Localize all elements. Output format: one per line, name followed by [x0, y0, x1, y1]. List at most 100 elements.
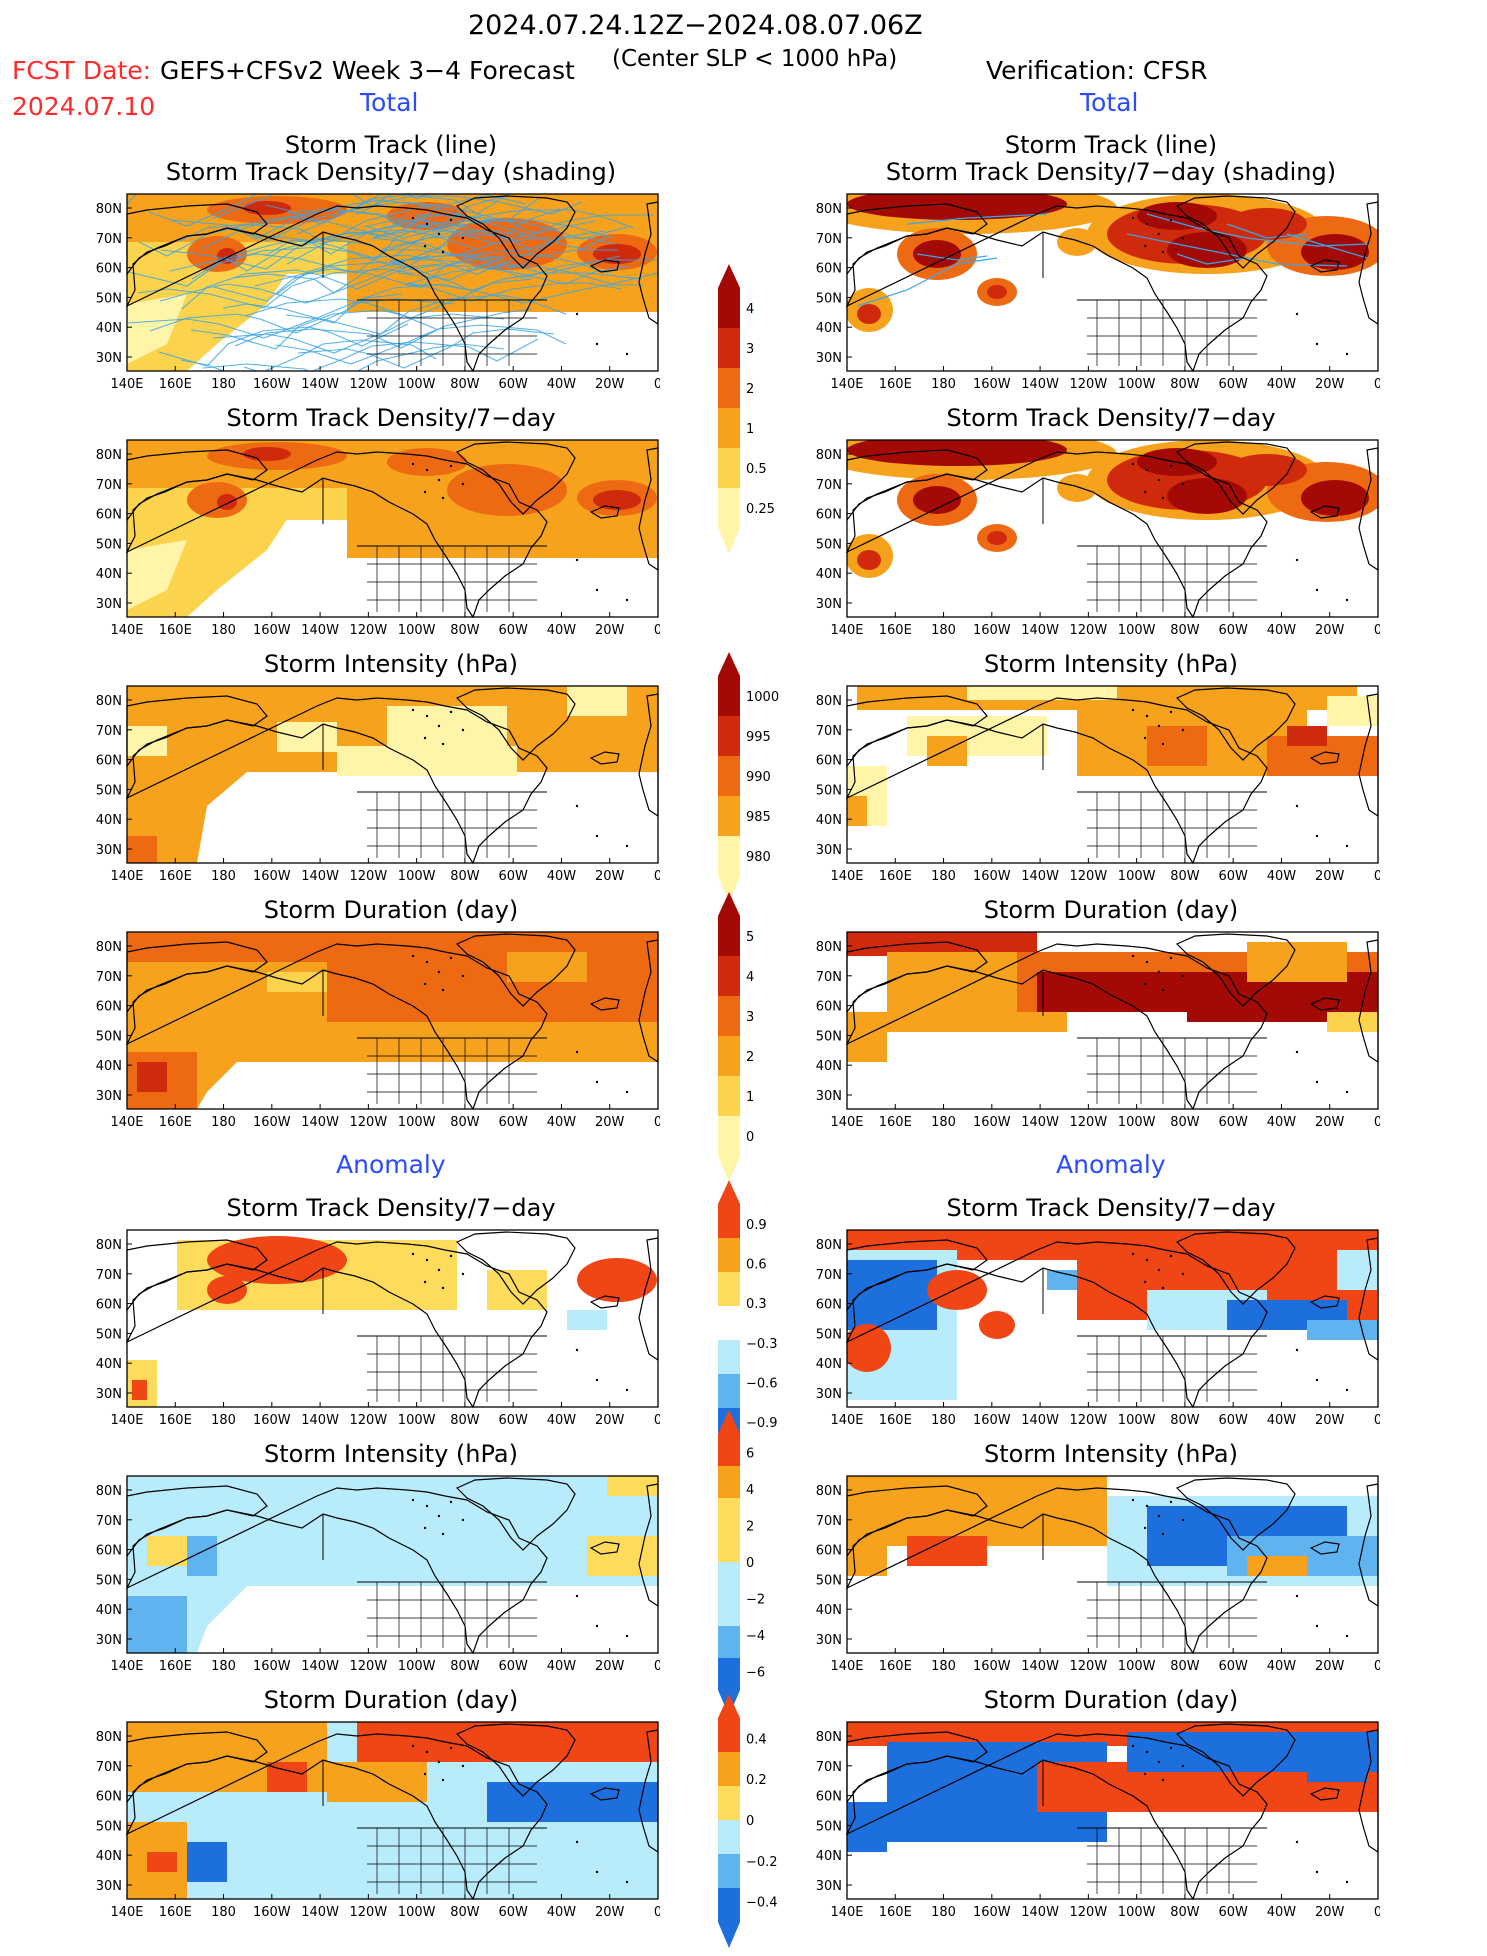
svg-text:20W: 20W	[595, 623, 625, 638]
svg-text:100W: 100W	[1118, 1905, 1156, 1920]
svg-text:180: 180	[211, 869, 236, 884]
svg-text:20W: 20W	[1315, 1659, 1345, 1674]
svg-text:60W: 60W	[1218, 623, 1248, 638]
svg-text:80W: 80W	[1170, 869, 1200, 884]
svg-text:160W: 160W	[973, 1659, 1011, 1674]
svg-text:50N: 50N	[816, 1573, 842, 1588]
svg-text:80N: 80N	[816, 1730, 842, 1745]
title-intensity-right: Storm Intensity (hPa)	[984, 650, 1238, 678]
svg-text:40W: 40W	[547, 377, 577, 392]
svg-text:140E: 140E	[110, 1905, 143, 1920]
svg-text:−0.9: −0.9	[746, 1416, 778, 1431]
svg-text:40W: 40W	[1267, 1905, 1297, 1920]
section-anomaly-right: Anomaly	[1056, 1150, 1166, 1179]
svg-text:120W: 120W	[350, 1905, 388, 1920]
svg-text:100W: 100W	[398, 1659, 436, 1674]
svg-text:0: 0	[654, 377, 660, 392]
svg-text:60N: 60N	[96, 1790, 122, 1805]
svg-text:30N: 30N	[96, 1633, 122, 1648]
svg-text:180: 180	[931, 869, 956, 884]
svg-text:60W: 60W	[1218, 1905, 1248, 1920]
svg-text:160W: 160W	[253, 1905, 291, 1920]
svg-text:60W: 60W	[1218, 1659, 1248, 1674]
svg-text:100W: 100W	[398, 623, 436, 638]
svg-text:30N: 30N	[96, 843, 122, 858]
svg-text:140W: 140W	[1021, 1115, 1059, 1130]
colorbar-density-total: 4 3 2 1 0.5 0.25	[716, 262, 796, 562]
svg-text:70N: 70N	[96, 1268, 122, 1283]
svg-text:0: 0	[1374, 1659, 1380, 1674]
map-density-anomaly-forecast: 80N 70N 60N 50N 40N 30N 140E 160E 180 160W 140W 120…	[80, 1226, 660, 1438]
svg-text:2: 2	[746, 1050, 754, 1065]
svg-text:20W: 20W	[595, 377, 625, 392]
svg-text:3: 3	[746, 1010, 754, 1025]
map-intensity-anomaly-verification: 80N 70N 60N 50N 40N 30N 140E 160E 180 160W 140W 120…	[800, 1472, 1380, 1684]
title-density-right: Storm Track Density/7−day	[946, 404, 1276, 432]
svg-text:140W: 140W	[301, 1413, 339, 1428]
colorbar-duration-total: 5 4 3 2 1 0	[716, 890, 796, 1190]
svg-text:100W: 100W	[1118, 1413, 1156, 1428]
svg-text:60N: 60N	[816, 754, 842, 769]
svg-text:0.4: 0.4	[746, 1732, 767, 1747]
svg-text:60W: 60W	[1218, 1115, 1248, 1130]
svg-text:80N: 80N	[96, 202, 122, 217]
svg-text:120W: 120W	[1070, 1659, 1108, 1674]
title-track-line-right: Storm Track (line)	[1004, 131, 1218, 159]
svg-text:40W: 40W	[547, 1115, 577, 1130]
svg-text:100W: 100W	[1118, 869, 1156, 884]
svg-text:100W: 100W	[1118, 1659, 1156, 1674]
svg-text:0: 0	[1374, 1905, 1380, 1920]
svg-text:1000: 1000	[746, 690, 779, 705]
svg-text:60N: 60N	[816, 1298, 842, 1313]
svg-text:40N: 40N	[816, 1603, 842, 1618]
svg-text:60W: 60W	[498, 1659, 528, 1674]
svg-text:160W: 160W	[973, 377, 1011, 392]
svg-text:160E: 160E	[879, 1659, 912, 1674]
map-density-total-verification: 80N 70N 60N 50N 40N 30N 140E 160E 180 160W 140W 120…	[800, 436, 1380, 648]
svg-text:80W: 80W	[1170, 623, 1200, 638]
svg-text:160E: 160E	[159, 1413, 192, 1428]
svg-text:50N: 50N	[816, 1327, 842, 1342]
svg-text:50N: 50N	[96, 291, 122, 306]
svg-text:160E: 160E	[159, 623, 192, 638]
svg-text:5: 5	[746, 930, 754, 945]
map-duration-anomaly-verification: 80N 70N 60N 50N 40N 30N 140E 160E 180 160W 140W 120…	[800, 1718, 1380, 1930]
svg-text:70N: 70N	[96, 478, 122, 493]
map-intensity-anomaly-forecast: 80N 70N 60N 50N 40N 30N 140E 160E 180 160W 140W 120…	[80, 1472, 660, 1684]
svg-text:60W: 60W	[1218, 1413, 1248, 1428]
svg-text:70N: 70N	[816, 1268, 842, 1283]
svg-text:140E: 140E	[110, 1659, 143, 1674]
svg-text:180: 180	[211, 1659, 236, 1674]
svg-text:160W: 160W	[973, 1115, 1011, 1130]
svg-text:0.2: 0.2	[746, 1773, 767, 1788]
svg-text:30N: 30N	[816, 1387, 842, 1402]
svg-text:40W: 40W	[1267, 1115, 1297, 1130]
svg-text:60N: 60N	[816, 508, 842, 523]
svg-text:0.25: 0.25	[746, 502, 775, 517]
svg-text:2: 2	[746, 1519, 754, 1534]
svg-text:40W: 40W	[1267, 1413, 1297, 1428]
svg-text:40W: 40W	[547, 1659, 577, 1674]
svg-text:40W: 40W	[547, 1413, 577, 1428]
criterion-label: (Center SLP < 1000 hPa)	[612, 46, 898, 72]
svg-text:80N: 80N	[96, 448, 122, 463]
svg-text:0: 0	[746, 1556, 754, 1571]
svg-text:40W: 40W	[1267, 1659, 1297, 1674]
svg-text:180: 180	[931, 1115, 956, 1130]
svg-text:60N: 60N	[96, 1544, 122, 1559]
svg-text:1: 1	[746, 422, 754, 437]
title-intensity-anom-left: Storm Intensity (hPa)	[264, 1440, 518, 1468]
svg-text:80N: 80N	[96, 1730, 122, 1745]
svg-text:50N: 50N	[816, 783, 842, 798]
svg-text:30N: 30N	[816, 351, 842, 366]
svg-text:50N: 50N	[96, 1819, 122, 1834]
svg-text:50N: 50N	[816, 1819, 842, 1834]
svg-text:−0.3: −0.3	[746, 1337, 778, 1352]
svg-text:140E: 140E	[110, 1115, 143, 1130]
svg-text:80W: 80W	[1170, 1413, 1200, 1428]
map-track-total-forecast: 80N 70N 60N 50N 40N 30N 140E 160E 180 160W 140W 120…	[80, 190, 660, 402]
svg-text:100W: 100W	[398, 1905, 436, 1920]
svg-text:70N: 70N	[96, 1514, 122, 1529]
svg-text:60W: 60W	[498, 1413, 528, 1428]
svg-text:160W: 160W	[973, 869, 1011, 884]
